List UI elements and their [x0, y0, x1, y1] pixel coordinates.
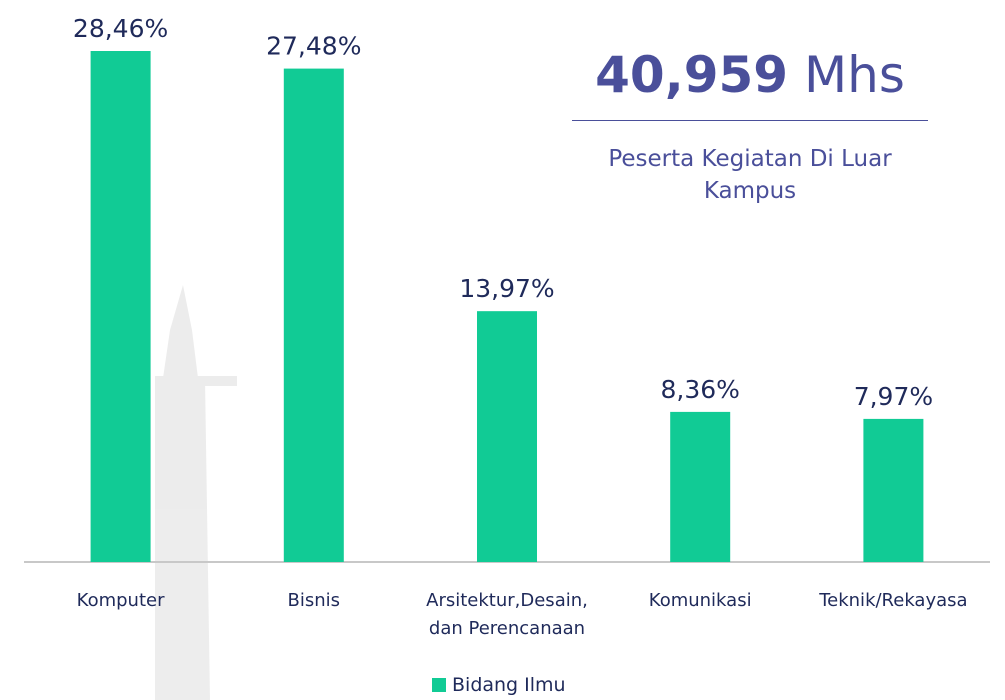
x-tick-label: Teknik/Rekayasa: [819, 590, 968, 611]
watermark: [155, 285, 237, 700]
value-label: 28,46%: [73, 14, 168, 43]
legend-swatch: [432, 678, 446, 692]
x-tick-label: Bisnis: [287, 590, 341, 611]
bar: [477, 311, 537, 562]
x-tick-label: Arsitektur,Desain, dan Perencanaan: [426, 590, 588, 639]
value-label: 27,48%: [266, 32, 361, 61]
x-tick-label: Komputer: [76, 590, 165, 611]
kpi-unit: Mhs: [803, 46, 905, 104]
kpi-value: 40,959: [595, 46, 789, 104]
bar: [863, 418, 924, 562]
x-tick-label: Komunikasi: [648, 590, 752, 611]
bar: [670, 411, 731, 562]
kpi-label: Peserta Kegiatan Di Luar Kampus: [608, 146, 892, 204]
bar: [283, 68, 344, 563]
value-label: 8,36%: [660, 375, 739, 404]
kpi-divider: [572, 120, 928, 121]
kpi-figure: 40,959 Mhs: [560, 40, 940, 110]
legend: Bidang Ilmu: [432, 674, 566, 696]
value-label: 7,97%: [854, 382, 933, 411]
value-label: 13,97%: [459, 274, 554, 303]
kpi: 40,959 Mhs Peserta Kegiatan Di Luar Kamp…: [560, 40, 940, 207]
legend-label: Bidang Ilmu: [452, 674, 566, 696]
bar: [90, 51, 151, 562]
